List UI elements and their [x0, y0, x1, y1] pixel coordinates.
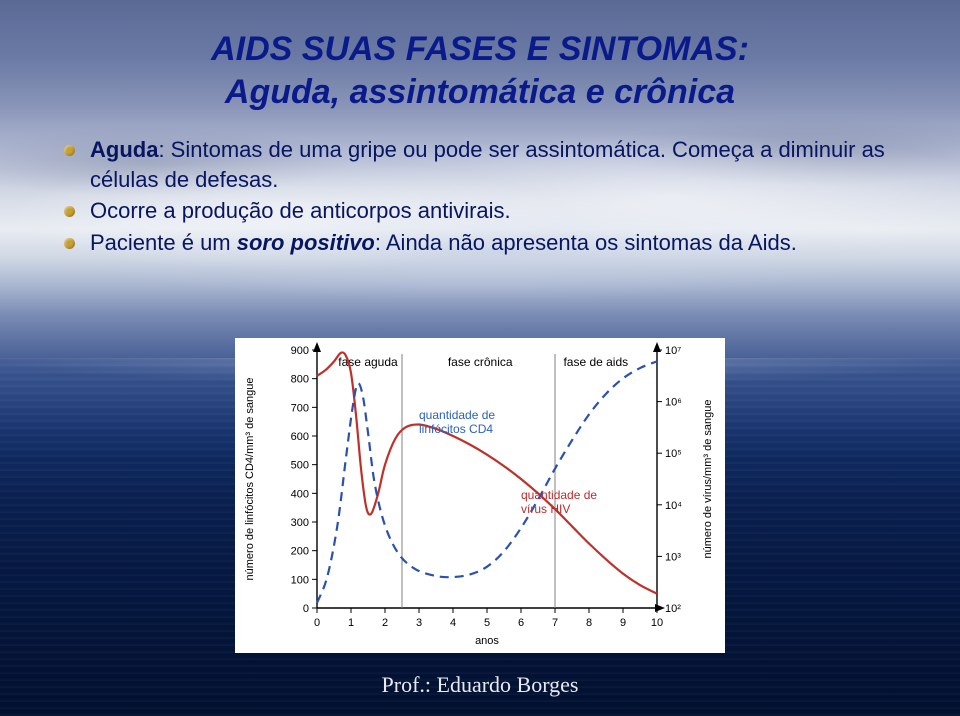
svg-text:200: 200 — [291, 546, 309, 558]
svg-text:10²: 10² — [665, 603, 681, 615]
svg-text:vírus HIV: vírus HIV — [521, 502, 570, 516]
svg-text:número de linfócitos CD4/mm³ d: número de linfócitos CD4/mm³ de sangue — [244, 378, 256, 581]
bullet-2-text: Ocorre a produção de anticorpos antivira… — [90, 198, 511, 223]
svg-text:7: 7 — [552, 617, 558, 629]
svg-text:quantidade de: quantidade de — [521, 488, 597, 502]
svg-text:10: 10 — [651, 617, 663, 629]
svg-text:fase crônica: fase crônica — [448, 355, 513, 369]
svg-text:800: 800 — [291, 374, 309, 386]
svg-text:quantidade de: quantidade de — [419, 408, 495, 422]
svg-text:número de vírus/mm³ de sangue: número de vírus/mm³ de sangue — [702, 400, 714, 559]
svg-text:3: 3 — [416, 617, 422, 629]
bullet-3-post: : Ainda não apresenta os sintomas da Aid… — [375, 230, 797, 255]
svg-text:900: 900 — [291, 345, 309, 357]
svg-text:8: 8 — [586, 617, 592, 629]
svg-text:6: 6 — [518, 617, 524, 629]
svg-text:9: 9 — [620, 617, 626, 629]
svg-text:10⁴: 10⁴ — [665, 500, 682, 512]
svg-text:10³: 10³ — [665, 551, 681, 563]
bullet-list: Aguda: Sintomas de uma gripe ou pode ser… — [60, 135, 900, 258]
svg-text:5: 5 — [484, 617, 490, 629]
svg-text:10⁶: 10⁶ — [665, 397, 682, 409]
svg-text:600: 600 — [291, 431, 309, 443]
svg-text:0: 0 — [303, 603, 309, 615]
svg-text:700: 700 — [291, 402, 309, 414]
phases-chart: fase agudafase crônicafase de aids012345… — [235, 338, 725, 653]
svg-text:1: 1 — [348, 617, 354, 629]
svg-text:100: 100 — [291, 574, 309, 586]
title-line-1: AIDS SUAS FASES E SINTOMAS: — [211, 30, 749, 68]
svg-text:400: 400 — [291, 488, 309, 500]
bullet-1-text: : Sintomas de uma gripe ou pode ser assi… — [90, 137, 885, 192]
svg-text:linfócitos CD4: linfócitos CD4 — [419, 422, 493, 436]
slide-content: AIDS SUAS FASES E SINTOMAS: Aguda, assin… — [0, 0, 960, 258]
bullet-1-prefix: Aguda — [90, 137, 158, 162]
svg-text:4: 4 — [450, 617, 456, 629]
phases-chart-svg: fase agudafase crônicafase de aids012345… — [235, 338, 725, 653]
svg-text:0: 0 — [314, 617, 320, 629]
slide-title: AIDS SUAS FASES E SINTOMAS: Aguda, assin… — [60, 28, 900, 113]
svg-text:anos: anos — [475, 635, 499, 647]
bullet-item-3: Paciente é um soro positivo: Ainda não a… — [60, 228, 900, 258]
bullet-3-em: soro positivo — [237, 230, 375, 255]
bullet-item-1: Aguda: Sintomas de uma gripe ou pode ser… — [60, 135, 900, 194]
svg-text:2: 2 — [382, 617, 388, 629]
svg-text:10⁵: 10⁵ — [665, 448, 682, 460]
bullet-item-2: Ocorre a produção de anticorpos antivira… — [60, 196, 900, 226]
svg-text:10⁷: 10⁷ — [665, 345, 681, 357]
svg-text:300: 300 — [291, 517, 309, 529]
footer-credit: Prof.: Eduardo Borges — [0, 672, 960, 698]
bullet-3-pre: Paciente é um — [90, 230, 237, 255]
svg-text:fase de aids: fase de aids — [563, 355, 628, 369]
title-line-2: Aguda, assintomática e crônica — [225, 73, 735, 111]
svg-text:500: 500 — [291, 460, 309, 472]
